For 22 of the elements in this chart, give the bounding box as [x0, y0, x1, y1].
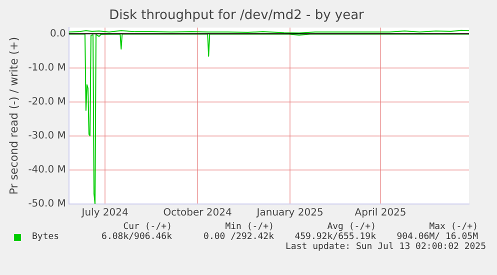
text: Cur (-/+) — [122, 222, 172, 232]
x-tick-label: October 2024 — [163, 208, 232, 219]
x-tick-label: January 2025 — [256, 208, 324, 219]
y-tick-label: -40.0 M — [28, 164, 66, 176]
text: Last update: Sun Jul 13 02:00:02 2025 — [284, 242, 486, 252]
text: Avg (-/+) — [326, 222, 376, 232]
legend-label: Bytes — [32, 232, 60, 242]
x-tick-label: April 2025 — [354, 208, 406, 219]
text: 459.92k/655.19k — [294, 232, 376, 242]
text: Max (-/+) — [428, 222, 478, 232]
y-axis-title: Pr second read (-) / write (+) — [7, 36, 20, 195]
x-tick-label: July 2024 — [80, 208, 128, 219]
text: 0.00 /292.42k — [202, 232, 274, 242]
y-tick-label: -50.0 M — [28, 198, 66, 210]
text: Min (-/+) — [224, 222, 274, 232]
y-tick-label: 0.0 — [50, 28, 66, 40]
y-tick-label: -10.0 M — [28, 62, 66, 74]
text: 6.08k/906.46k — [100, 232, 172, 242]
text: 904.06M/ 16.05M — [396, 232, 478, 242]
y-tick-label: -30.0 M — [28, 130, 66, 142]
chart-title: Disk throughput for /dev/md2 - by year — [109, 8, 365, 24]
y-tick-label: -20.0 M — [28, 96, 66, 108]
